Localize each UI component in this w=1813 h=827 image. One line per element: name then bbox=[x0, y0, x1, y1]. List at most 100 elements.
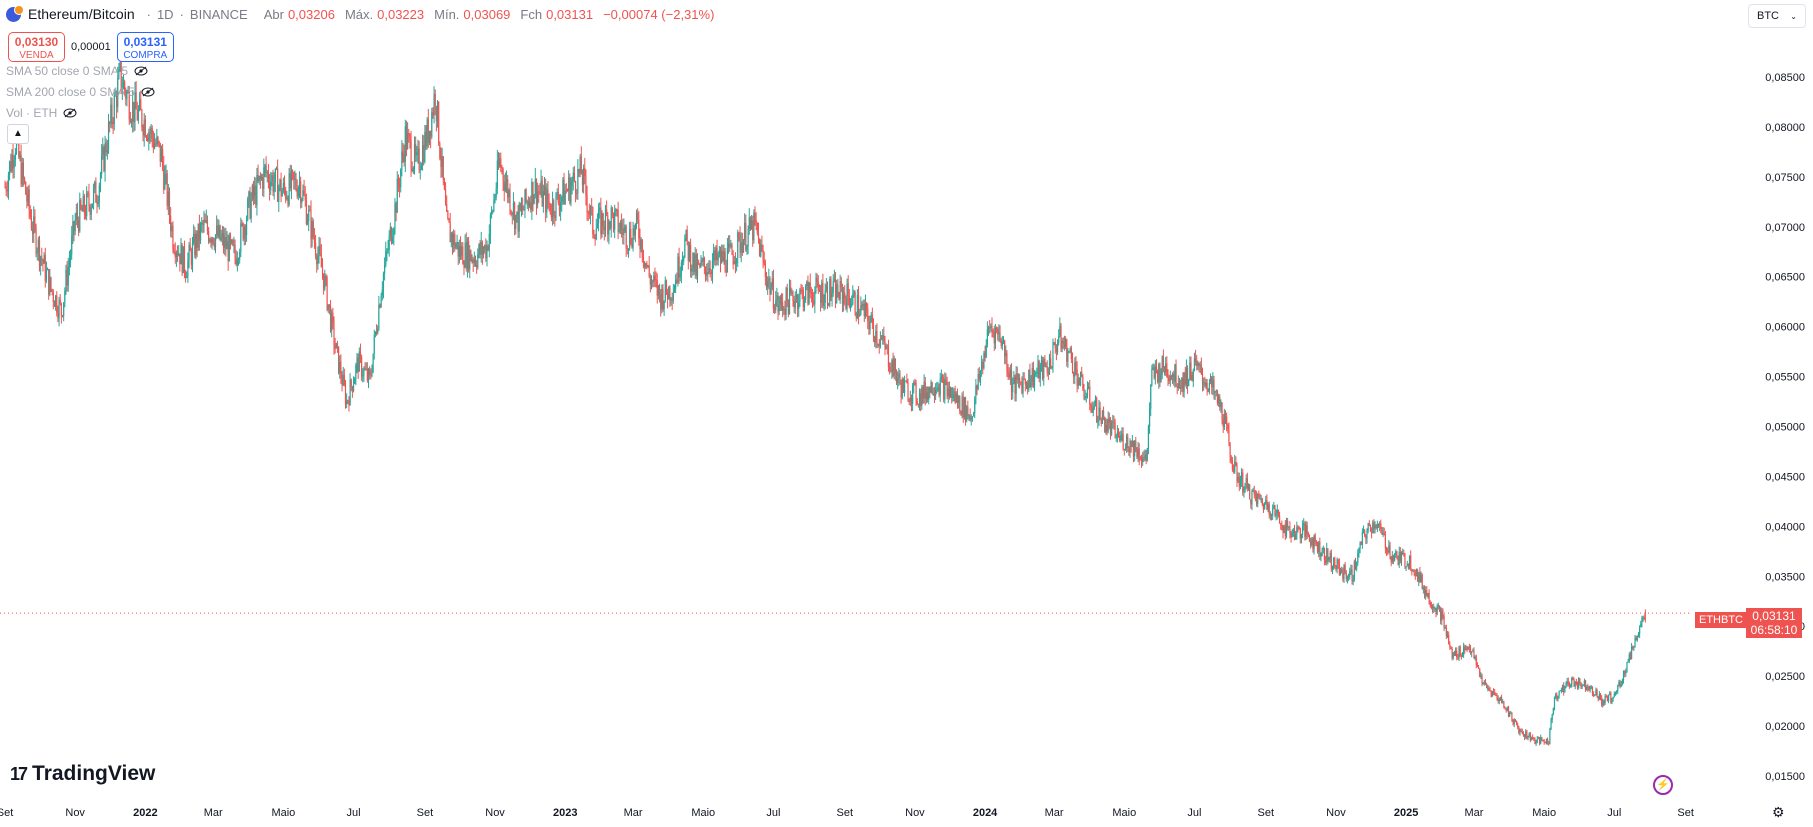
candle-body bbox=[1113, 421, 1115, 423]
candle-body bbox=[1242, 472, 1244, 493]
indicator-volume[interactable]: Vol · ETH bbox=[6, 106, 77, 120]
sell-button[interactable]: 0,03130 VENDA bbox=[8, 32, 65, 62]
lightning-icon[interactable]: ⚡ bbox=[1653, 775, 1673, 795]
candle-body bbox=[124, 81, 126, 91]
candle-body bbox=[1078, 378, 1081, 386]
x-tick-label: Nov bbox=[65, 807, 85, 819]
candle-body bbox=[1265, 500, 1267, 504]
candle-body bbox=[377, 328, 379, 334]
candle-body bbox=[277, 168, 279, 202]
close-value: 0,03131 bbox=[546, 6, 594, 22]
candle-body bbox=[1220, 402, 1222, 408]
gear-icon[interactable]: ⚙ bbox=[1772, 804, 1785, 820]
candle-body bbox=[259, 175, 261, 180]
candle-body bbox=[1579, 678, 1581, 683]
eye-hidden-icon[interactable] bbox=[63, 108, 77, 118]
candle-body bbox=[1515, 721, 1518, 725]
candle-body bbox=[917, 403, 919, 405]
candle-body bbox=[687, 241, 689, 261]
candle-body bbox=[825, 284, 827, 291]
eye-hidden-icon[interactable] bbox=[134, 66, 148, 76]
candle-body bbox=[1372, 522, 1374, 534]
candle-body bbox=[1246, 478, 1248, 489]
candle-body bbox=[125, 90, 127, 100]
candle-body bbox=[606, 209, 608, 216]
candle-body bbox=[759, 238, 761, 257]
candle-body bbox=[347, 400, 349, 402]
candle-body bbox=[1101, 410, 1104, 424]
candle-body bbox=[1035, 373, 1037, 375]
candle-body bbox=[1115, 436, 1117, 438]
candle-body bbox=[545, 186, 547, 213]
symbol-title[interactable]: Ethereum/Bitcoin bbox=[28, 6, 135, 22]
buy-button[interactable]: 0,03131 COMPRA bbox=[116, 32, 174, 62]
candle-body bbox=[1584, 680, 1587, 691]
candle-body bbox=[912, 385, 914, 404]
candle-body bbox=[511, 212, 513, 215]
candle-body bbox=[1413, 569, 1415, 574]
candle-body bbox=[499, 158, 501, 167]
candle-body bbox=[568, 177, 570, 191]
candle-body bbox=[489, 214, 492, 234]
eye-hidden-icon[interactable] bbox=[141, 87, 155, 97]
candle-body bbox=[1487, 688, 1489, 690]
indicator-sma200[interactable]: SMA 200 close 0 SMA 5 bbox=[6, 85, 155, 99]
interval-label[interactable]: 1D bbox=[156, 6, 174, 22]
candle-body bbox=[349, 379, 351, 406]
candle-body bbox=[875, 330, 877, 343]
candle-body bbox=[543, 186, 546, 191]
candle-body bbox=[570, 186, 572, 203]
candle-body bbox=[473, 258, 475, 263]
collapse-legend-button[interactable]: ▲ bbox=[7, 124, 29, 144]
spread-value: 0,00001 bbox=[71, 41, 111, 53]
candle-body bbox=[273, 182, 275, 192]
indicator-sma50[interactable]: SMA 50 close 0 SMA 5 bbox=[6, 64, 148, 78]
candle-body bbox=[773, 308, 776, 311]
candle-body bbox=[1446, 634, 1449, 636]
candle-body bbox=[1563, 684, 1565, 693]
candle-body bbox=[137, 109, 140, 121]
candle-body bbox=[551, 200, 554, 218]
candle-body bbox=[214, 234, 217, 248]
candle-body bbox=[702, 258, 704, 262]
candle-body bbox=[785, 287, 787, 315]
candle-body bbox=[170, 215, 172, 232]
candle-body bbox=[718, 250, 720, 256]
x-tick-label: Mar bbox=[204, 807, 223, 819]
candle-body bbox=[1320, 555, 1322, 557]
candle-body bbox=[539, 192, 541, 194]
candle-body bbox=[1091, 408, 1093, 413]
candle-body bbox=[1530, 737, 1533, 741]
candle-body bbox=[1465, 648, 1467, 651]
tradingview-logo[interactable]: 17 TradingView bbox=[10, 762, 155, 786]
candle-body bbox=[1437, 605, 1439, 607]
candle-body bbox=[178, 253, 180, 256]
currency-select[interactable]: BTC ⌄ bbox=[1748, 4, 1806, 28]
x-tick-label: Nov bbox=[485, 807, 505, 819]
candle-body bbox=[231, 240, 233, 243]
candle-body bbox=[492, 210, 494, 212]
candle-body bbox=[145, 136, 148, 138]
candle-body bbox=[482, 250, 485, 255]
candle-body bbox=[809, 282, 811, 293]
candle-body bbox=[1548, 743, 1550, 745]
candle-body bbox=[1507, 707, 1510, 717]
candle-body bbox=[1506, 707, 1508, 711]
candle-body bbox=[160, 149, 163, 162]
candle-body bbox=[457, 242, 459, 257]
candle-body bbox=[351, 386, 354, 392]
candle-body bbox=[1157, 371, 1159, 383]
candle-body bbox=[89, 205, 91, 215]
candle-body bbox=[898, 373, 900, 378]
candle-body bbox=[271, 175, 273, 182]
candle-body bbox=[1017, 377, 1020, 380]
candle-body bbox=[1474, 656, 1476, 659]
candle-body bbox=[763, 260, 765, 264]
candle-body bbox=[1324, 560, 1327, 563]
candle-body bbox=[49, 277, 51, 295]
candle-body bbox=[374, 331, 377, 335]
candle-body bbox=[1346, 577, 1349, 579]
candle-body bbox=[1458, 646, 1460, 658]
